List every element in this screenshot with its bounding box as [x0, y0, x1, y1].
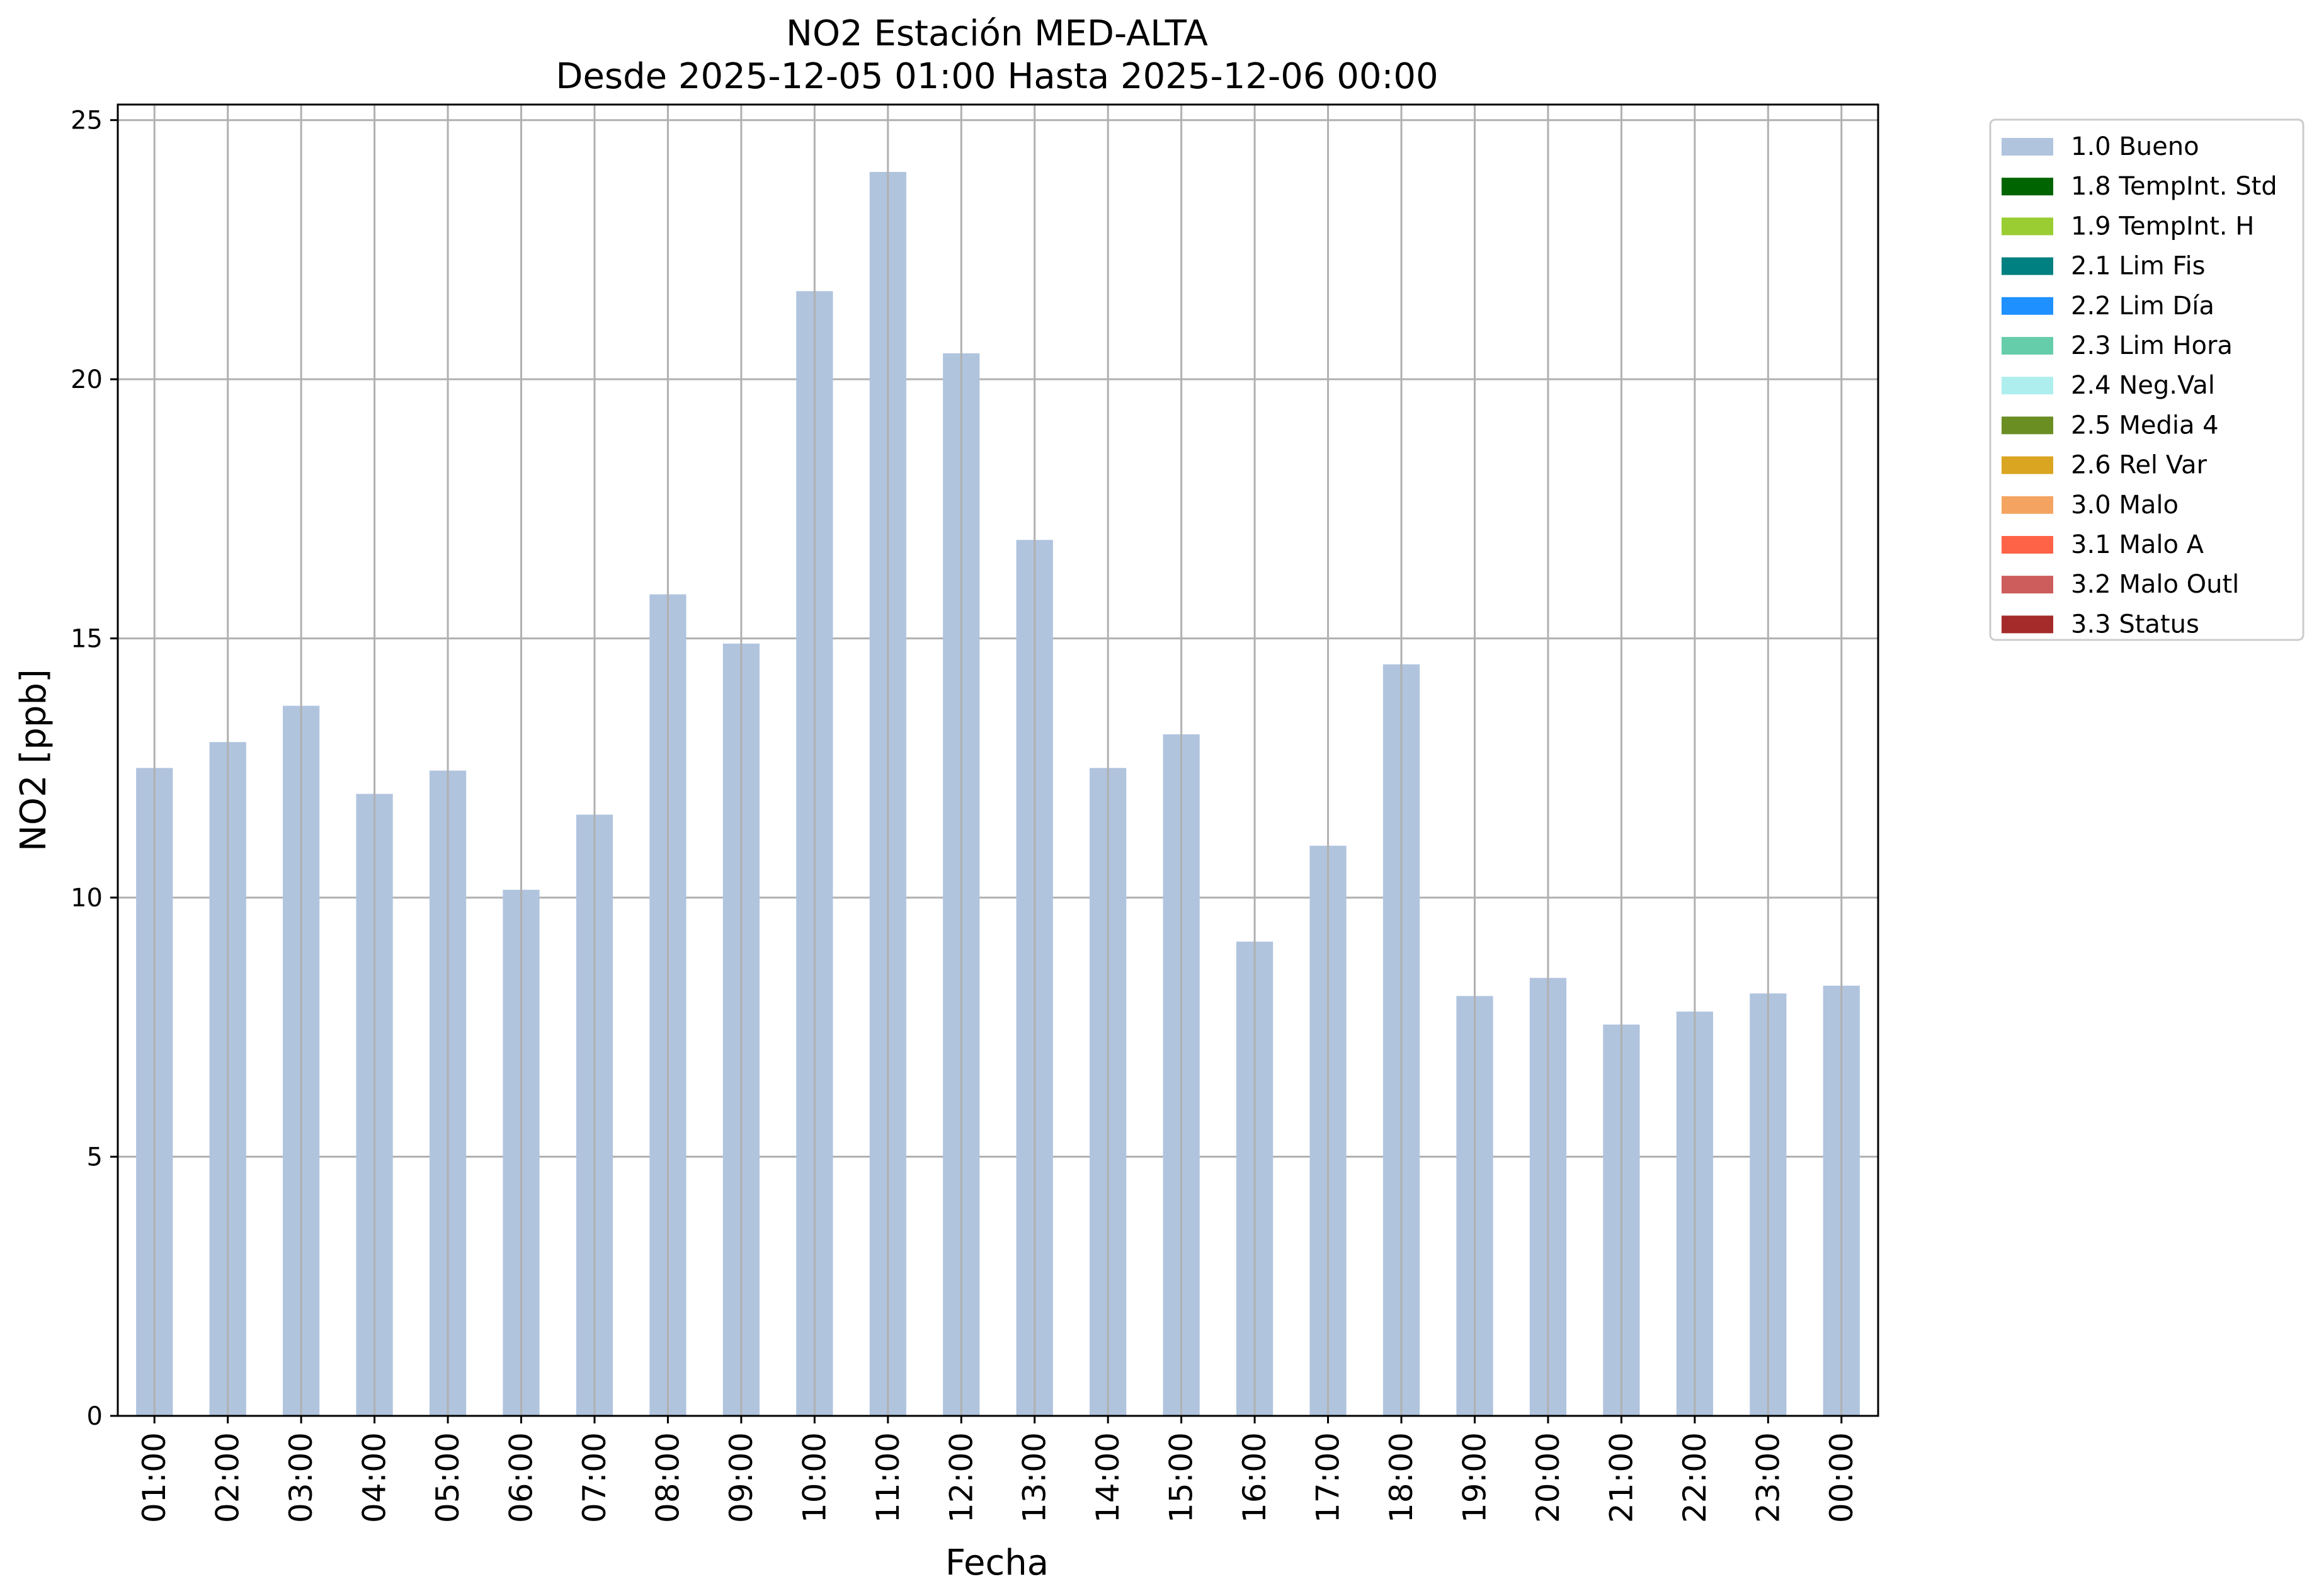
y-tick-label: 25	[71, 106, 103, 135]
legend-frame	[1989, 118, 2305, 641]
x-tick-label: 21:00	[1603, 1432, 1639, 1523]
x-tick-label: 07:00	[576, 1432, 613, 1523]
y-axis-label: NO2 [ppb]	[13, 669, 54, 852]
bars-layer	[136, 171, 1860, 1416]
x-tick-label: 14:00	[1090, 1432, 1126, 1523]
x-tick-label: 20:00	[1530, 1432, 1566, 1523]
x-axis-ticks: 01:00 02:00 03:00 04:00 05:00 06:00 07:00 08:00…	[136, 1416, 1860, 1523]
legend: 1.0 Bueno 1.8 TempInt. Std 1.9 TempInt. H 2…	[1989, 118, 2305, 641]
legend-label: 1.9 TempInt. H	[2071, 212, 2254, 241]
legend-label: 2.6 Rel Var	[2071, 451, 2208, 480]
x-tick-label: 13:00	[1017, 1432, 1053, 1523]
x-tick-label: 06:00	[503, 1432, 540, 1523]
x-tick-label: 18:00	[1383, 1432, 1420, 1523]
legend-swatch	[2002, 615, 2053, 634]
chart-title-line1: NO2 Estación MED-ALTA	[786, 13, 1208, 54]
y-tick-label: 20	[71, 365, 103, 394]
legend-swatch	[2002, 297, 2053, 315]
x-tick-label: 16:00	[1236, 1432, 1273, 1523]
legend-swatch	[2002, 337, 2053, 355]
plot-frame	[117, 103, 1879, 1417]
x-tick-label: 03:00	[283, 1432, 319, 1523]
x-tick-label: 22:00	[1677, 1432, 1713, 1523]
vertical-grid-layer	[153, 105, 1843, 1416]
legend-label: 2.2 Lim Día	[2071, 292, 2214, 321]
legend-label: 3.0 Malo	[2071, 491, 2179, 520]
y-tick-label: 0	[87, 1402, 103, 1431]
x-tick-label: 23:00	[1750, 1432, 1786, 1523]
x-tick-label: 12:00	[943, 1432, 979, 1523]
x-tick-label: 04:00	[356, 1432, 393, 1523]
x-axis-label: Fecha	[945, 1542, 1049, 1583]
y-tick-label: 5	[87, 1143, 103, 1172]
x-tick-label: 19:00	[1456, 1432, 1493, 1523]
x-tick-label: 10:00	[796, 1432, 833, 1523]
legend-swatch	[2002, 377, 2053, 395]
legend-swatch	[2002, 536, 2053, 554]
legend-swatch	[2002, 178, 2053, 196]
legend-label: 3.1 Malo A	[2071, 530, 2204, 559]
legend-items: 1.0 Bueno 1.8 TempInt. Std 1.9 TempInt. H 2…	[2002, 132, 2277, 639]
legend-label: 3.2 Malo Outl	[2071, 570, 2239, 599]
x-tick-label: 17:00	[1310, 1432, 1347, 1523]
legend-swatch	[2002, 257, 2053, 275]
y-tick-label: 15	[71, 625, 103, 654]
y-axis-ticks: 0 5 10 15 20 25	[71, 106, 118, 1431]
chart-title-line2: Desde 2025-12-05 01:00 Hasta 2025-12-06 …	[556, 56, 1438, 97]
x-tick-label: 15:00	[1163, 1432, 1200, 1523]
legend-swatch	[2002, 138, 2053, 156]
legend-label: 3.3 Status	[2071, 610, 2199, 639]
legend-swatch	[2002, 496, 2053, 514]
legend-label: 1.0 Bueno	[2071, 132, 2199, 161]
legend-label: 1.8 TempInt. Std	[2071, 172, 2277, 201]
x-tick-label: 01:00	[136, 1432, 173, 1523]
x-tick-label: 11:00	[870, 1432, 906, 1523]
legend-label: 2.4 Neg.Val	[2071, 371, 2215, 400]
legend-label: 2.5 Media 4	[2071, 411, 2219, 440]
legend-swatch	[2002, 217, 2053, 236]
legend-swatch	[2002, 416, 2053, 435]
y-tick-label: 10	[71, 884, 103, 913]
legend-swatch	[2002, 456, 2053, 474]
x-tick-label: 02:00	[210, 1432, 246, 1523]
legend-label: 2.1 Lim Fis	[2071, 252, 2205, 281]
x-tick-label: 05:00	[430, 1432, 466, 1523]
x-tick-label: 00:00	[1823, 1432, 1860, 1523]
x-tick-label: 08:00	[649, 1432, 686, 1523]
x-tick-label: 09:00	[723, 1432, 760, 1523]
legend-swatch	[2002, 576, 2053, 594]
legend-label: 2.3 Lim Hora	[2071, 331, 2233, 360]
